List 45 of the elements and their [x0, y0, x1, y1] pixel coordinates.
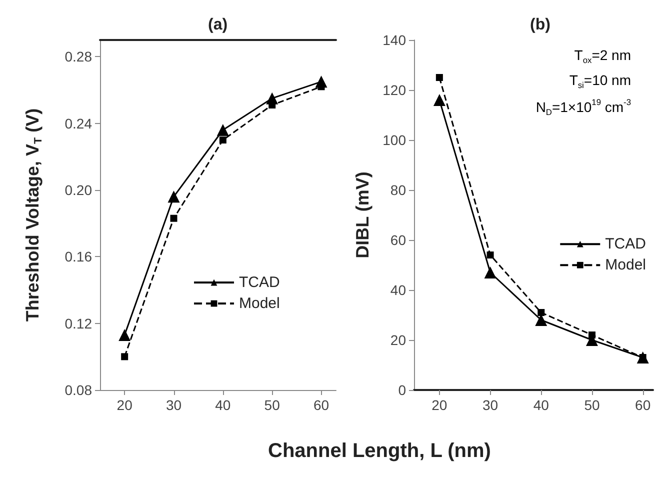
legend-label: TCAD: [239, 274, 280, 291]
point: [118, 329, 131, 341]
x-tick-label: 60: [313, 397, 330, 413]
point: [168, 190, 180, 203]
y-axis-title: DIBL (mV): [352, 172, 373, 258]
chart-title: (b): [530, 16, 550, 34]
legend-label: Model: [605, 256, 646, 274]
y-tick-label: 0.08: [64, 382, 92, 398]
point: [486, 252, 494, 258]
y-tick-label: 0.20: [64, 182, 92, 198]
x-tick-label: 40: [533, 397, 550, 413]
point: [484, 266, 496, 278]
x-tick-label: 50: [584, 397, 600, 413]
y-tick-label: 0.16: [64, 248, 92, 265]
y-tick-label: 20: [390, 332, 406, 348]
point: [219, 136, 226, 144]
point: [436, 74, 443, 81]
x-axis-title: Channel Length, L (nm): [267, 440, 492, 463]
y-tick-label: 0.12: [64, 315, 92, 332]
x-tick-label: 50: [264, 397, 280, 413]
y-tick-label: 100: [382, 132, 406, 148]
y-tick-label: 0.28: [64, 48, 92, 65]
y-tick-label: 140: [382, 32, 406, 48]
point: [433, 94, 446, 106]
point: [170, 214, 178, 222]
x-tick-label: 30: [166, 397, 182, 413]
y-tick-label: 40: [390, 282, 406, 298]
x-tick-label: 20: [116, 397, 133, 413]
point: [538, 309, 545, 316]
x-tick-label: 40: [215, 397, 231, 413]
point: [588, 332, 596, 338]
y-tick-label: 60: [390, 232, 406, 248]
point: [121, 353, 128, 360]
chart-title: (a): [208, 16, 228, 34]
legend-label: Model: [239, 295, 280, 312]
y-tick-label: 80: [390, 182, 406, 198]
legend-label: TCAD: [605, 236, 646, 253]
x-tick-label: 60: [635, 397, 651, 413]
point: [216, 124, 229, 136]
y-axis-title: Threshold Voltage, VT (V): [22, 108, 44, 322]
y-tick-label: 0.24: [64, 115, 92, 132]
y-tick-label: 120: [382, 82, 406, 98]
x-tick-label: 20: [432, 397, 448, 413]
x-tick-label: 30: [482, 397, 498, 413]
y-tick-label: 0: [398, 382, 406, 398]
